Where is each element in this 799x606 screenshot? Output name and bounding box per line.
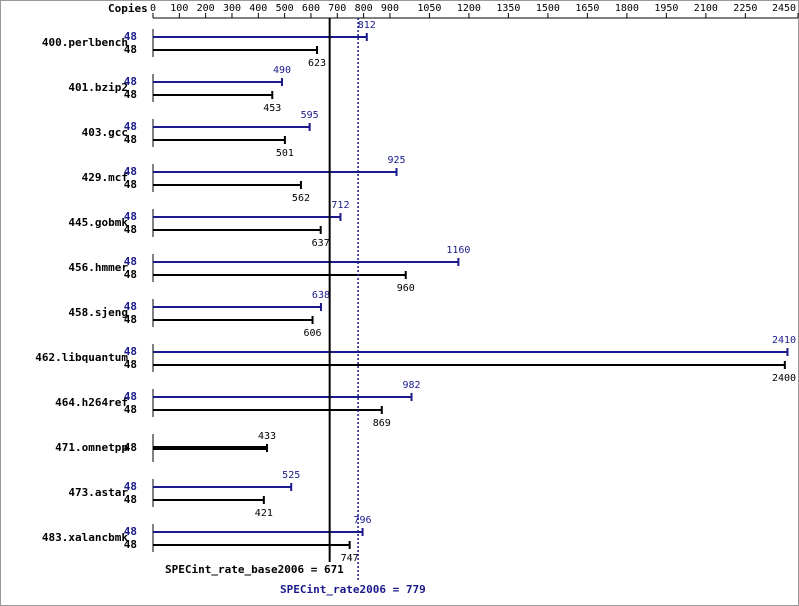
x-tick-label: 1800 [615,3,639,14]
reference-label: SPECint_rate2006 = 779 [280,583,426,596]
x-tick-label: 2100 [694,3,718,14]
copies: 48 [124,480,137,493]
value-label: 869 [373,418,391,429]
copies: 48 [124,358,137,371]
copies: 48 [124,255,137,268]
value-label: 960 [397,283,415,294]
value-label: 712 [331,200,349,211]
x-tick-label: 700 [328,3,346,14]
x-tick-label: 400 [249,3,267,14]
benchmark-name: 483.xalancbmk [42,531,128,544]
value-label: 982 [402,380,420,391]
copies: 48 [124,390,137,403]
copies: 48 [124,345,137,358]
value-label: 525 [282,470,300,481]
value-label: 595 [301,110,319,121]
benchmark-name: 473.astar [68,486,128,499]
copies: 48 [124,165,137,178]
copies: 48 [124,30,137,43]
copies: 48 [124,88,137,101]
x-tick-label: 200 [197,3,215,14]
benchmark-name: 403.gcc [82,126,128,139]
copies: 48 [124,43,137,56]
value-label: 490 [273,65,291,76]
benchmark-name: 471.omnetpp [55,441,128,454]
x-tick-label: 1650 [575,3,599,14]
x-tick-label: 1350 [496,3,520,14]
value-label: 433 [258,431,276,442]
x-tick-label: 900 [381,3,399,14]
copies: 48 [124,538,137,551]
value-label: 747 [341,553,359,564]
value-label: 812 [358,20,376,31]
copies: 48 [124,493,137,506]
value-label: 1160 [446,245,470,256]
copies-header: Copies [108,2,148,15]
value-label: 2400 [772,373,796,384]
copies: 48 [124,210,137,223]
benchmark-name: 464.h264ref [55,396,128,409]
x-tick-label: 2250 [733,3,757,14]
x-tick-label: 100 [170,3,188,14]
value-label: 453 [263,103,281,114]
benchmark-name: 462.libquantum [35,351,128,364]
copies: 48 [124,75,137,88]
copies: 48 [124,223,137,236]
copies: 48 [124,133,137,146]
x-tick-label: 1500 [536,3,560,14]
x-tick-label: 800 [355,3,373,14]
copies: 48 [124,120,137,133]
benchmark-name: 429.mcf [82,171,128,184]
value-label: 925 [387,155,405,166]
benchmark-name: 401.bzip2 [68,81,128,94]
value-label: 421 [255,508,273,519]
x-tick-label: 1950 [654,3,678,14]
copies: 48 [124,178,137,191]
value-label: 501 [276,148,294,159]
x-tick-label: 500 [276,3,294,14]
copies: 48 [124,441,137,454]
x-tick-label: 0 [150,3,156,14]
x-tick-label: 1200 [457,3,481,14]
benchmark-name: 400.perlbench [42,36,128,49]
benchmark-name: 445.gobmk [68,216,128,229]
benchmark-name: 458.sjeng [68,306,128,319]
x-tick-label: 1050 [417,3,441,14]
copies: 48 [124,313,137,326]
copies: 48 [124,268,137,281]
value-label: 606 [304,328,322,339]
copies: 48 [124,300,137,313]
value-label: 638 [312,290,330,301]
copies: 48 [124,403,137,416]
value-label: 562 [292,193,310,204]
x-tick-label: 2450 [772,3,796,14]
copies: 48 [124,525,137,538]
x-tick-label: 600 [302,3,320,14]
value-label: 2410 [772,335,796,346]
value-label: 623 [308,58,326,69]
value-label: 637 [312,238,330,249]
reference-label: SPECint_rate_base2006 = 671 [165,563,344,576]
benchmark-name: 456.hmmer [68,261,128,274]
value-label: 796 [354,515,372,526]
x-tick-label: 300 [223,3,241,14]
